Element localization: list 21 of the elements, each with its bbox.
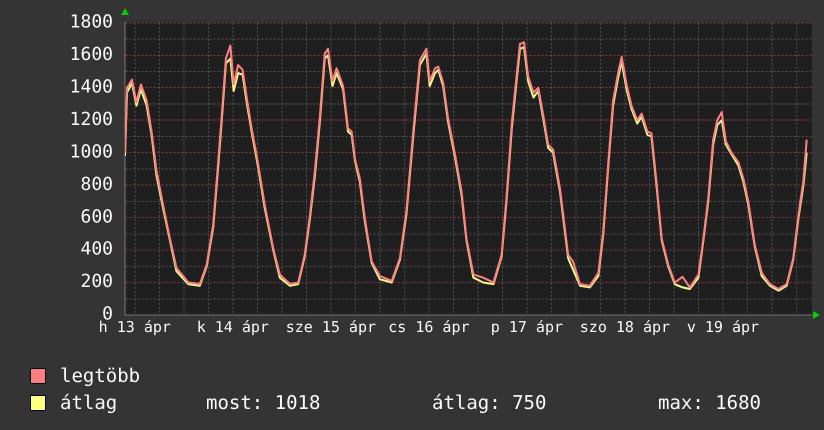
y-tick-label: 200 bbox=[80, 271, 113, 292]
y-tick-label: 400 bbox=[80, 238, 113, 260]
x-tick-label: p 17 ápr bbox=[490, 318, 564, 336]
y-tick-label: 1800 bbox=[70, 11, 113, 32]
y-tick-label: 1400 bbox=[70, 76, 113, 98]
y-tick-label: 0 bbox=[102, 304, 113, 325]
x-tick-label: v 19 ápr bbox=[686, 318, 760, 336]
text: max: 1680 bbox=[658, 392, 762, 414]
y-tick-label: 1200 bbox=[70, 108, 113, 130]
y-tick-label: 1600 bbox=[70, 44, 113, 65]
y-tick-label: 800 bbox=[80, 174, 113, 195]
y-tick-label: 600 bbox=[80, 206, 113, 228]
text: most: 1018 bbox=[206, 392, 322, 414]
x-tick-label: sze 15 ápr bbox=[286, 318, 376, 336]
legend-label: legtöbb bbox=[60, 364, 142, 386]
x-tick-label: k 14 ápr bbox=[196, 318, 269, 336]
x-tick-label: cs 16 ápr bbox=[388, 318, 470, 336]
x-tick-label: szo 18 ápr bbox=[580, 318, 670, 336]
y-tick-label: 1000 bbox=[70, 141, 113, 162]
legend-label: átlag bbox=[60, 392, 118, 414]
text: átlag: 750 bbox=[432, 392, 548, 414]
